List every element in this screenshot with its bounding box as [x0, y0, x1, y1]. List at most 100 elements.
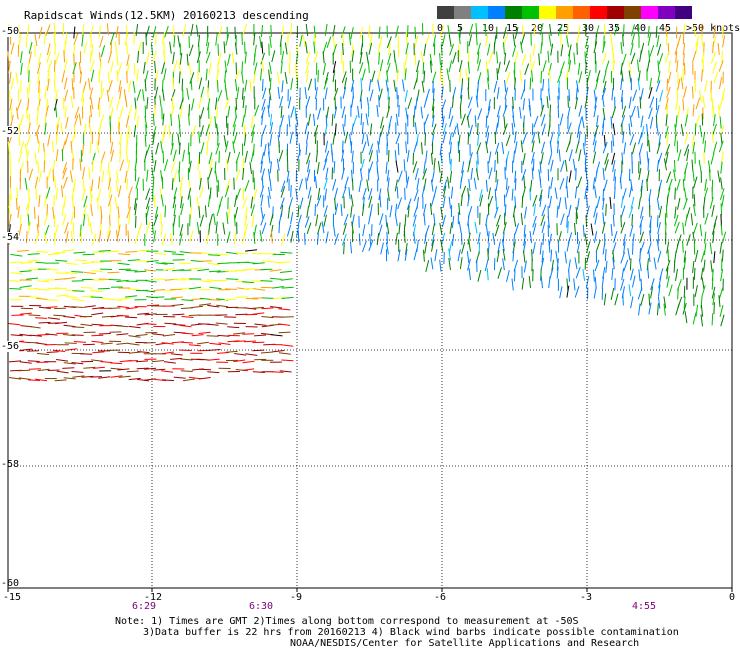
wind-barb: [78, 113, 82, 126]
wind-barb: [477, 133, 480, 146]
wind-barb: [91, 323, 104, 326]
wind-barb: [564, 159, 568, 172]
wind-barb: [46, 204, 48, 217]
wind-barb: [657, 60, 660, 73]
wind-barb: [70, 96, 74, 109]
wind-barb: [277, 323, 291, 326]
wind-barb: [197, 358, 210, 361]
wind-barb: [226, 212, 229, 225]
wind-barb: [268, 96, 271, 109]
wind-barb: [260, 194, 264, 207]
wind-barb: [397, 249, 401, 262]
legend-label: 40: [634, 23, 646, 34]
wind-barb: [351, 50, 355, 63]
wind-barb: [477, 108, 483, 120]
wind-barb: [395, 60, 398, 73]
wind-barb: [505, 134, 511, 147]
wind-barb: [612, 59, 615, 72]
wind-barb: [196, 24, 199, 37]
wind-barb: [19, 312, 32, 315]
wind-barb: [126, 54, 130, 67]
wind-barb: [280, 61, 283, 74]
wind-barb: [305, 142, 308, 155]
wind-barb: [73, 53, 75, 66]
wind-barb: [665, 97, 669, 110]
wind-barb: [227, 53, 231, 66]
wind-barb: [71, 78, 74, 91]
wind-barb: [136, 360, 149, 363]
wind-barb: [63, 315, 76, 319]
wind-barb: [171, 253, 184, 256]
wind-barb: [638, 197, 641, 210]
wind-barb: [397, 197, 403, 210]
wind-barb: [403, 230, 406, 243]
wind-barb: [711, 222, 717, 235]
wind-barb: [430, 194, 436, 207]
wind-barb: [278, 221, 281, 234]
wind-barb: [504, 204, 507, 217]
wind-barb: [47, 253, 60, 256]
wind-barb: [621, 53, 627, 66]
wind-barb: [430, 152, 433, 165]
wind-barb: [164, 322, 177, 325]
wind-barb: [505, 60, 511, 72]
wind-barb: [206, 34, 209, 47]
wind-barb: [261, 124, 267, 137]
wind-barb: [531, 140, 535, 153]
wind-barb: [45, 306, 58, 309]
wind-barb: [692, 231, 696, 244]
wind-barb: [361, 68, 366, 81]
wind-barb: [431, 115, 435, 128]
wind-barb: [216, 106, 219, 119]
wind-barb: [91, 312, 104, 316]
wind-barb: [405, 32, 408, 45]
legend-label: 10: [482, 23, 494, 34]
wind-barb: [9, 98, 13, 111]
wind-barb: [540, 214, 545, 227]
wind-barb: [622, 187, 627, 200]
wind-barb: [487, 77, 490, 90]
wind-barb: [244, 307, 257, 310]
wind-barb: [497, 267, 502, 279]
wind-barb: [163, 334, 176, 337]
wind-barb: [36, 280, 50, 283]
wind-barb: [666, 86, 671, 99]
wind-barb: [54, 176, 57, 189]
wind-barb: [709, 242, 713, 255]
wind-barb: [232, 115, 238, 128]
wind-barb: [82, 167, 85, 180]
wind-barb: [199, 177, 202, 190]
wind-barb: [46, 98, 48, 111]
wind-barb: [83, 305, 96, 308]
wind-barb: [404, 248, 408, 261]
wind-barb: [623, 142, 627, 155]
wind-barb: [683, 285, 686, 298]
wind-barb: [136, 69, 139, 82]
wind-barb: [117, 368, 130, 371]
wind-barb: [505, 185, 510, 198]
wind-barb: [259, 185, 265, 198]
wind-barb: [511, 105, 515, 118]
wind-barb: [110, 367, 123, 370]
wind-barb: [520, 33, 526, 46]
wind-barb: [602, 116, 605, 129]
wind-barb: [385, 214, 388, 227]
wind-barb: [134, 107, 138, 120]
wind-barb: [135, 334, 148, 337]
wind-barb: [603, 134, 606, 148]
wind-barb: [674, 187, 676, 200]
wind-barb: [117, 185, 122, 198]
wind-barb: [520, 212, 523, 225]
wind-barb: [547, 50, 550, 63]
wind-barb: [251, 131, 255, 144]
wind-barb: [241, 87, 244, 100]
wind-barb: [430, 257, 434, 270]
wind-barb: [143, 289, 156, 293]
wind-barb: [704, 140, 707, 153]
wind-barb: [566, 35, 569, 48]
wind-barb: [198, 206, 201, 219]
wind-barb: [468, 23, 474, 36]
wind-barb: [314, 204, 316, 217]
wind-barb: [477, 122, 479, 136]
